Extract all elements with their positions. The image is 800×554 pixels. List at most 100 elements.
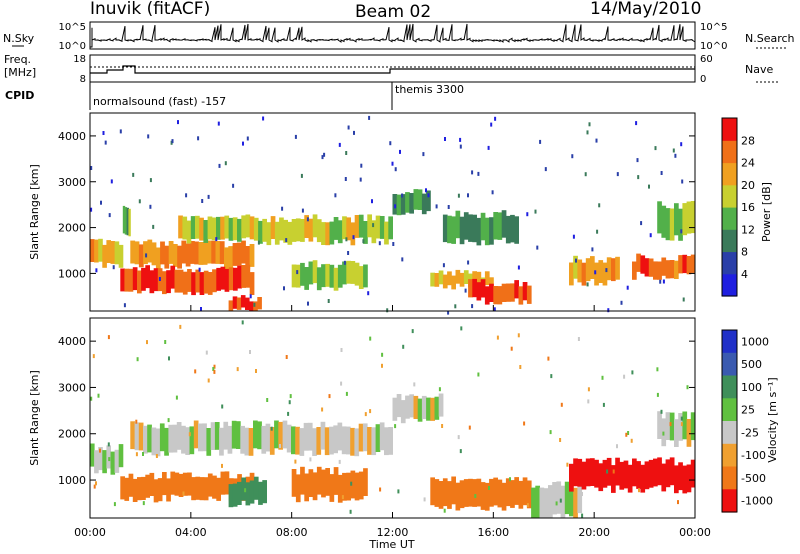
power-cell — [661, 205, 667, 238]
power-cell — [90, 239, 95, 262]
velocity-cell — [312, 428, 317, 456]
power-cell — [665, 208, 671, 241]
power-cell — [170, 265, 176, 289]
velocity-cell — [253, 476, 259, 500]
nsky-tick-bottom: 10^0 — [59, 41, 86, 52]
power-cell — [463, 270, 469, 284]
x-axis-label: Time UT — [368, 538, 414, 551]
power-cell — [114, 241, 120, 265]
power-ytick-label: 1000 — [58, 267, 86, 280]
power-cell — [164, 245, 170, 269]
freq-tick-bottom: 8 — [80, 74, 86, 85]
power-colorbar-swatch — [722, 207, 737, 230]
velocity-cell — [640, 464, 646, 493]
power-cell — [637, 175, 640, 180]
power-cell — [94, 239, 99, 263]
velocity-cell — [258, 481, 263, 505]
velocity-cell — [472, 479, 477, 507]
velocity-cell — [501, 482, 507, 511]
velocity-cell — [107, 335, 110, 340]
power-colorbar-tick: 28 — [741, 134, 755, 147]
power-cell — [368, 115, 371, 120]
power-cell — [389, 141, 392, 146]
power-cell — [241, 215, 246, 239]
velocity-cell — [97, 393, 100, 398]
velocity-cell — [253, 420, 258, 449]
power-cell — [605, 268, 608, 273]
velocity-colorbar-frame — [721, 329, 738, 513]
power-cell — [245, 246, 251, 269]
velocity-ytick-label: 2000 — [58, 428, 86, 441]
velocity-cell — [678, 413, 683, 441]
power-cell — [168, 241, 174, 264]
velocity-cell — [338, 459, 341, 464]
power-cell — [181, 240, 187, 264]
power-cell — [690, 254, 696, 273]
power-cell — [591, 247, 594, 252]
velocity-cell — [219, 427, 224, 456]
power-cell — [308, 218, 314, 242]
power-cell — [598, 260, 604, 283]
velocity-cell — [369, 336, 372, 341]
power-cell — [249, 294, 252, 299]
velocity-cell — [205, 350, 208, 355]
velocity-panel: 1000 2000 3000 4000 Slant Range [km] — [28, 317, 696, 519]
power-cell — [467, 260, 470, 265]
power-cell — [501, 283, 507, 302]
power-cell — [680, 142, 683, 147]
power-cell — [301, 208, 304, 213]
velocity-cell — [220, 471, 226, 495]
velocity-cell — [282, 420, 288, 449]
velocity-cell — [287, 411, 290, 416]
velocity-cell — [690, 459, 696, 488]
velocity-cell — [598, 463, 604, 492]
velocity-cell — [577, 458, 583, 487]
power-cell — [490, 122, 493, 127]
power-colorbar-tick: 8 — [741, 246, 748, 259]
power-cell — [438, 270, 444, 285]
power-cell — [291, 219, 297, 242]
power-cell — [572, 234, 575, 239]
velocity-cell — [299, 428, 305, 456]
velocity-cell — [188, 432, 191, 437]
velocity-cell — [236, 367, 239, 372]
velocity-cell — [138, 422, 144, 451]
velocity-cell — [379, 422, 385, 451]
velocity-colorbar-swatch — [722, 375, 737, 399]
velocity-cell — [669, 412, 675, 441]
power-cell — [346, 217, 351, 241]
power-cell — [245, 214, 251, 238]
power-cell — [672, 148, 675, 153]
power-cell — [459, 272, 465, 287]
power-cell — [207, 240, 212, 264]
power-cell — [536, 245, 539, 250]
velocity-cell — [657, 457, 662, 486]
power-cell — [442, 214, 448, 243]
velocity-cell — [164, 340, 167, 344]
power-cell — [270, 216, 276, 239]
velocity-cell — [110, 451, 116, 475]
power-cell — [514, 216, 519, 244]
power-cell — [177, 245, 182, 269]
power-cell — [207, 194, 210, 199]
velocity-cell — [194, 369, 197, 374]
power-cell — [232, 243, 238, 266]
power-cell — [487, 145, 490, 150]
velocity-cell — [581, 461, 587, 490]
power-cell — [219, 241, 225, 265]
power-cell — [308, 261, 314, 285]
velocity-colorbar-swatch — [722, 398, 737, 422]
velocity-cell — [303, 422, 309, 451]
velocity-cell — [606, 457, 612, 486]
beam-title: Beam 02 — [355, 2, 431, 22]
power-cell — [195, 215, 200, 239]
velocity-cell — [181, 425, 186, 454]
velocity-cell — [392, 397, 398, 421]
velocity-cell — [291, 426, 296, 455]
power-cell — [162, 271, 167, 295]
power-cell — [616, 172, 619, 177]
power-cell — [329, 264, 335, 288]
x-tick-label: 08:00 — [276, 526, 308, 539]
power-cell — [484, 217, 490, 246]
velocity-cell — [114, 449, 120, 473]
